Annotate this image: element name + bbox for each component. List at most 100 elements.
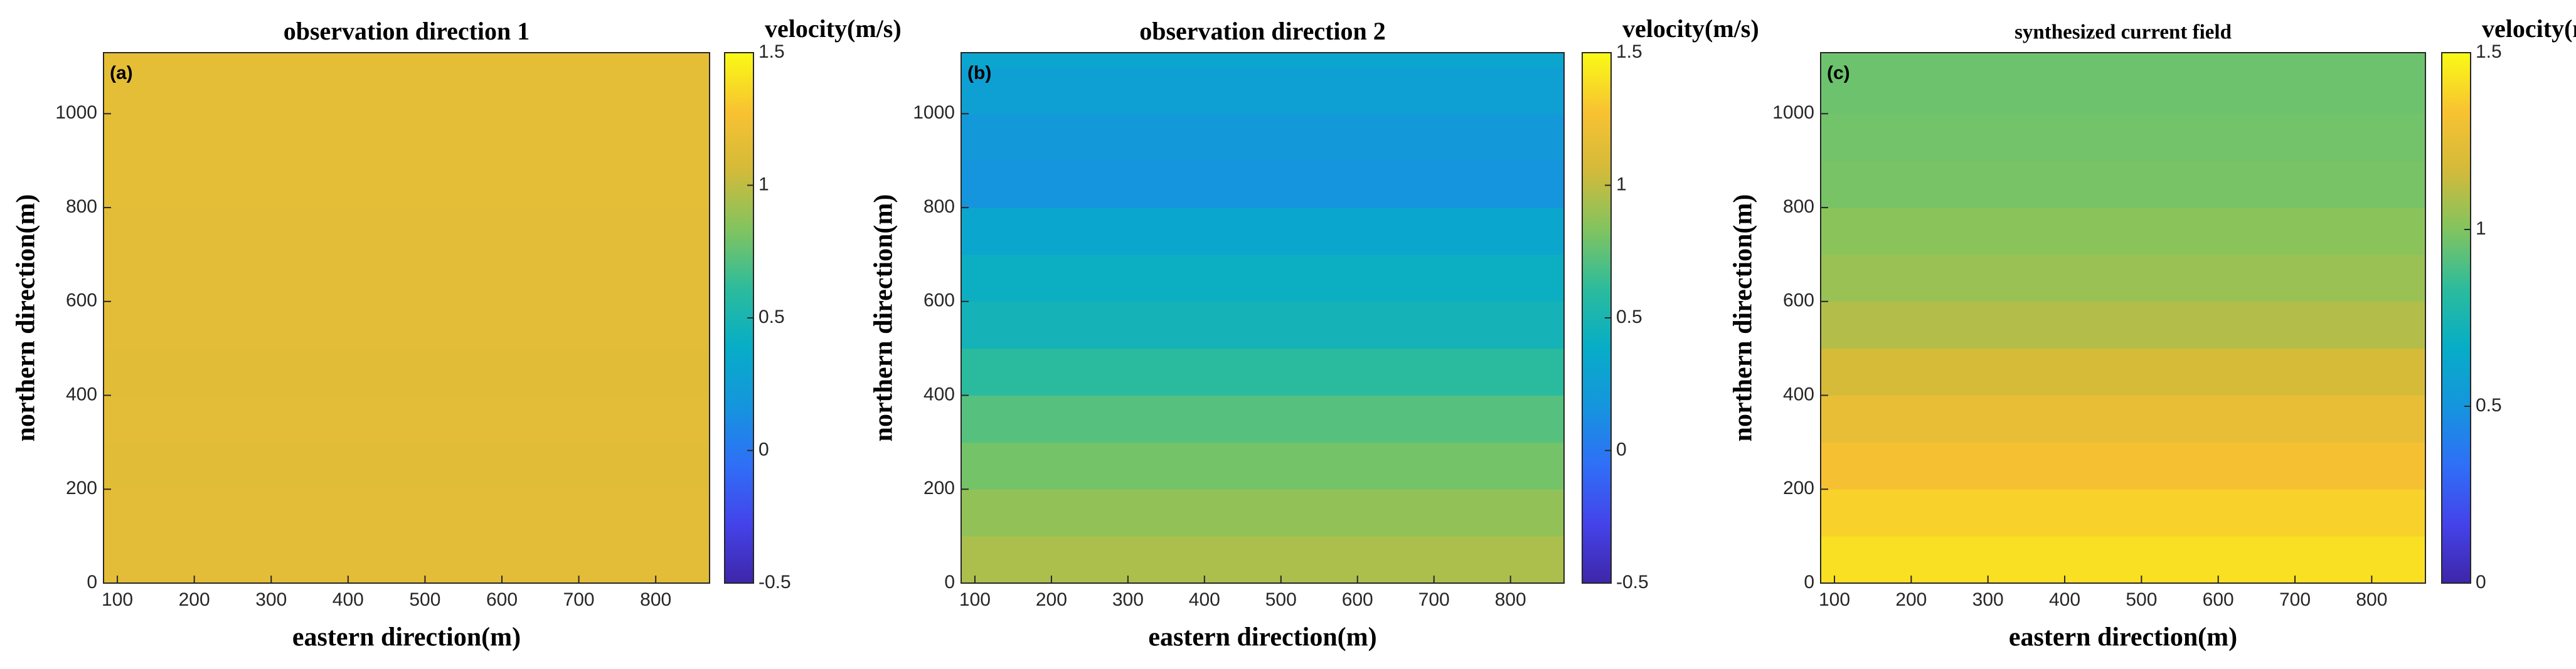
colorbar-tick-label: 1 [758,174,769,194]
y-tick-label: 1000 [913,102,955,123]
x-tick-label: 300 [255,589,287,610]
y-tick-label: 800 [1783,196,1814,217]
heat-row [1821,161,2425,208]
y-tick-label: 200 [1783,478,1814,498]
heat-row [1821,489,2425,537]
colorbar-tick-label: 1 [1616,174,1627,194]
colorbar-tick-label: 0.5 [2476,395,2502,416]
x-tick-label: 500 [1265,589,1297,610]
heat-row [1821,348,2425,396]
x-axis-label: eastern direction(m) [1148,623,1376,652]
y-axis-label: northern direction(m) [1729,194,1758,442]
colorbar-tick-label: 1 [2476,218,2486,239]
colorbar-label: velocity(m/s) [2482,14,2576,43]
heat-row [961,66,1564,114]
heat-row [961,348,1564,396]
y-tick-label: 400 [1783,384,1814,404]
y-tick-label: 800 [66,196,97,217]
colorbar-tick-label: 0.5 [1616,307,1642,327]
heat-row [961,489,1564,537]
y-tick-label: 200 [66,478,97,498]
heat-row [961,301,1564,349]
heat-row [961,208,1564,255]
x-tick-label: 500 [2126,589,2157,610]
heat-row [961,161,1564,208]
colorbar-tick-label: 0 [1616,439,1627,460]
y-tick-label: 0 [1804,572,1814,593]
x-tick-label: 700 [1418,589,1450,610]
x-axis-label: eastern direction(m) [292,623,521,652]
x-tick-label: 600 [2203,589,2234,610]
x-tick-label: 100 [959,589,991,610]
plot-frame [103,52,710,584]
colorbar [2441,52,2471,584]
x-tick-label: 200 [1895,589,1927,610]
heat-row [104,161,710,208]
x-axis-label: eastern direction(m) [2009,623,2237,652]
y-tick-label: 1000 [1772,102,1814,123]
colorbar-tick-label: 0 [758,439,769,460]
x-tick-label: 400 [2049,589,2080,610]
y-tick-label: 600 [66,290,97,311]
heat-row [104,254,710,302]
y-tick-label: 400 [66,384,97,404]
panel-label: (a) [110,63,133,83]
heat-row [1821,395,2425,443]
colorbar-tick-label: 1.5 [1616,41,1642,62]
colorbar-tick-label: -0.5 [758,572,791,593]
x-tick-label: 800 [640,589,671,610]
heat-row [104,301,710,349]
heat-row [1821,442,2425,490]
heat-row [1821,53,2425,67]
heat-row [104,208,710,255]
heat-row [104,113,710,161]
y-axis-label: northern direction(m) [870,194,898,442]
y-tick-label: 600 [1783,290,1814,311]
y-axis-label: northern direction(m) [12,194,41,442]
heat-row [104,536,710,584]
x-tick-label: 800 [2356,589,2387,610]
chart-title: synthesized current field [2014,21,2232,44]
plot-frame [1820,52,2426,584]
x-tick-label: 100 [1819,589,1850,610]
x-tick-label: 500 [409,589,440,610]
heat-row [104,395,710,443]
heat-row [1821,301,2425,349]
heat-row [961,395,1564,443]
x-tick-label: 200 [1036,589,1067,610]
heat-row [961,113,1564,161]
plot-frame [961,52,1565,584]
x-tick-label: 600 [1342,589,1373,610]
heat-row [1821,208,2425,255]
heat-row [961,53,1564,67]
heat-row [104,53,710,67]
chart-title: observation direction 1 [284,17,530,45]
y-tick-label: 600 [923,290,955,311]
y-tick-label: 400 [923,384,955,404]
panel-label: (b) [967,63,991,83]
heat-row [104,348,710,396]
y-tick-label: 0 [87,572,97,593]
colorbar-tick-label: 0 [2476,572,2486,593]
x-tick-label: 100 [102,589,133,610]
x-tick-label: 800 [1495,589,1526,610]
y-tick-label: 1000 [55,102,97,123]
chart-title: observation direction 2 [1139,17,1386,45]
heat-row [104,442,710,490]
y-tick-label: 800 [923,196,955,217]
panel-label: (c) [1827,63,1850,83]
colorbar-tick-label: 1.5 [758,41,785,62]
y-tick-label: 0 [944,572,955,593]
y-tick-label: 200 [923,478,955,498]
heat-row [1821,254,2425,302]
x-tick-label: 400 [333,589,364,610]
colorbar-label: velocity(m/s) [765,14,902,43]
x-tick-label: 400 [1189,589,1220,610]
heat-row [1821,66,2425,114]
x-tick-label: 300 [1112,589,1144,610]
colorbar-tick-label: -0.5 [1616,572,1649,593]
heat-row [961,442,1564,490]
heat-row [961,254,1564,302]
heat-row [104,489,710,537]
